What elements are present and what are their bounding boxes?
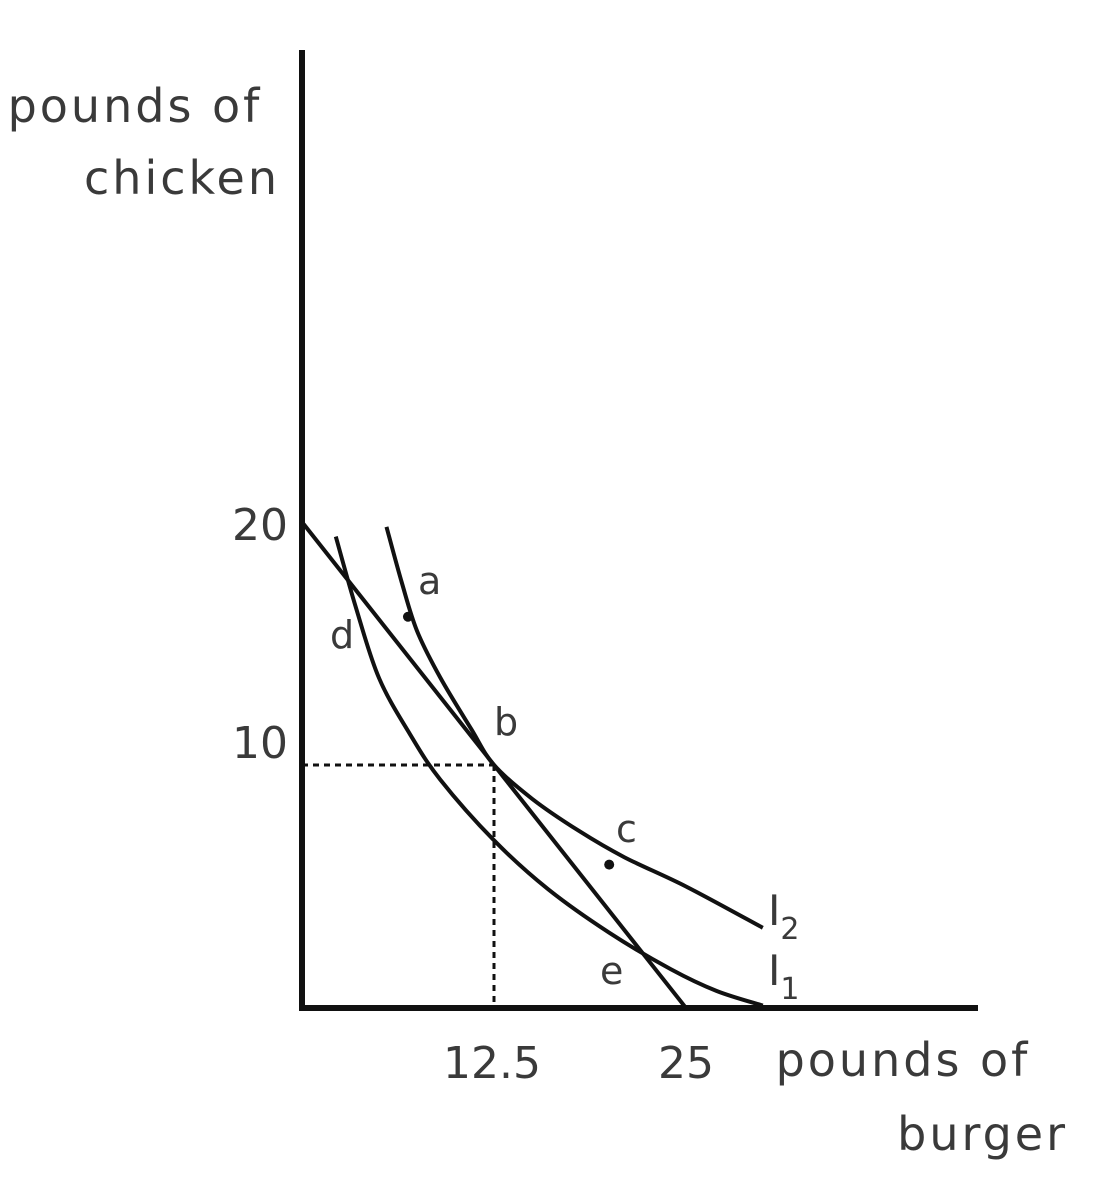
indifference-curve-i2 xyxy=(384,526,764,930)
x-axis-title-line-2: burger xyxy=(897,1107,1068,1161)
curve-label-i2: I2 xyxy=(768,886,799,947)
point-a-dot xyxy=(402,611,413,622)
y-tick-20: 20 xyxy=(232,500,288,551)
y-tick-10: 10 xyxy=(232,718,288,769)
point-a-label: a xyxy=(418,559,441,603)
point-b-label: b xyxy=(494,700,518,744)
point-d-label: d xyxy=(330,613,354,657)
y-axis-title: pounds of chicken xyxy=(8,79,280,205)
curve-label-i2-sub: 2 xyxy=(780,912,799,947)
x-tick-12-5: 12.5 xyxy=(443,1038,541,1089)
curve-label-i1-main: I xyxy=(768,946,780,995)
y-axis-title-line-1: pounds of xyxy=(8,79,263,133)
point-c-label: c xyxy=(616,807,637,851)
curve-label-i1-sub: 1 xyxy=(780,972,799,1007)
x-axis-title-line-1: pounds of xyxy=(776,1033,1031,1087)
x-tick-25: 25 xyxy=(658,1038,714,1089)
point-e-label: e xyxy=(600,949,623,993)
y-axis-title-line-2: chicken xyxy=(84,151,280,205)
curve-label-i1: I1 xyxy=(768,946,799,1007)
curve-label-i2-main: I xyxy=(768,886,780,935)
point-c-dot xyxy=(604,859,615,870)
indifference-curve-i1 xyxy=(333,536,764,1008)
x-axis-title: pounds of burger xyxy=(776,1033,1068,1161)
